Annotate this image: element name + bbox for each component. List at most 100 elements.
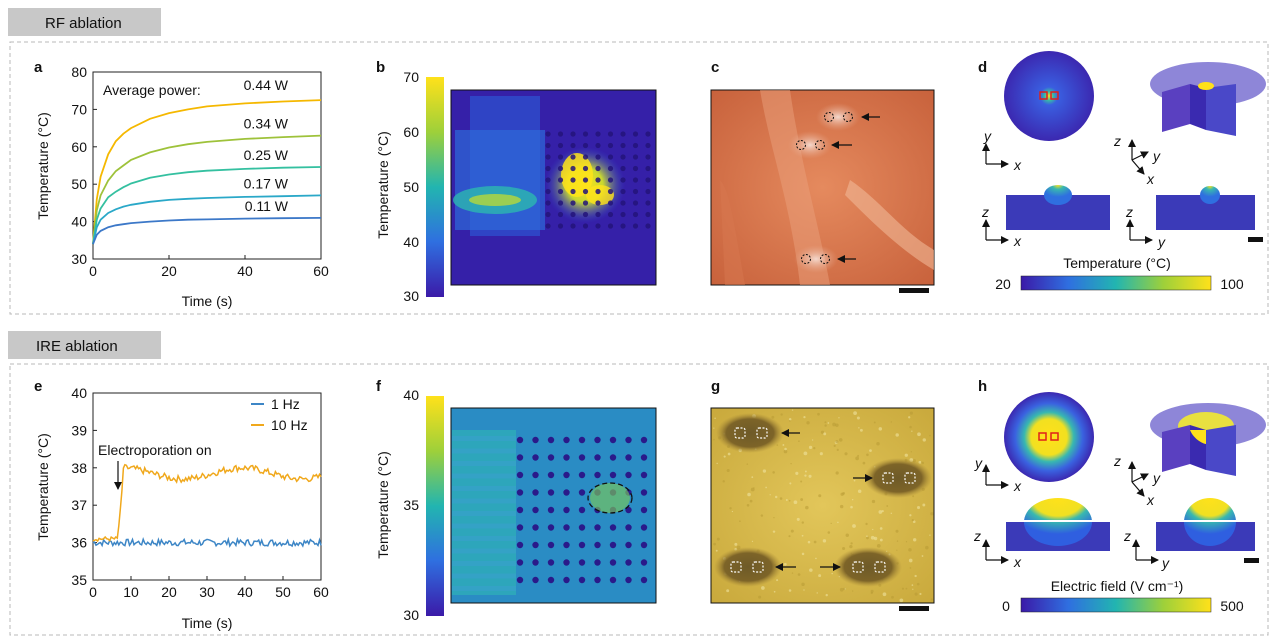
thermal-f-hole — [625, 454, 632, 461]
thermal-b-hole — [645, 223, 651, 229]
tissue-g-texture — [919, 592, 922, 596]
colorbar-h-min: 0 — [1002, 598, 1010, 614]
thermal-b-hole — [620, 154, 626, 160]
chart-a-xtick-label: 40 — [237, 263, 253, 279]
thermal-f-hole — [547, 524, 555, 531]
tissue-g-texture — [832, 422, 836, 427]
thermal-b-hole — [645, 211, 651, 218]
tissue-photo-g — [710, 407, 935, 611]
thermal-b-hole — [557, 188, 564, 195]
thermal-b-hole — [645, 200, 651, 206]
thermal-f-stripe — [452, 536, 516, 541]
tissue-g-texture — [929, 434, 931, 437]
axes-h-xy: y x — [974, 455, 1022, 494]
tissue-g-texture — [819, 452, 823, 456]
tissue-g-texture — [914, 592, 918, 596]
thermal-f-hole — [532, 506, 539, 514]
sim-h-yz-clip — [1155, 520, 1256, 522]
thermal-b-hole — [570, 211, 576, 218]
axes-h-yz: z y — [1123, 528, 1170, 571]
sim-d-electrode-2 — [1050, 91, 1059, 100]
thermal-b-hole — [582, 177, 589, 183]
tissue-g-texture — [850, 542, 853, 545]
sim-h-xz-clip — [1005, 520, 1111, 522]
tissue-g-texture — [842, 547, 846, 551]
thermal-f-hole — [640, 524, 648, 531]
tissue-g-texture — [801, 552, 805, 556]
thermal-b-hole — [645, 177, 651, 183]
thermal-f-hole — [594, 541, 601, 549]
chart-e-xtick-label: 0 — [89, 584, 97, 600]
thermal-b-hole — [545, 188, 551, 195]
tissue-g-texture — [716, 537, 720, 541]
panel-label-b: b — [376, 59, 385, 76]
colorbar-d-max: 100 — [1220, 276, 1244, 292]
tissue-g-texture — [852, 590, 854, 592]
svg-text:x: x — [1013, 233, 1022, 249]
thermal-f-hole — [516, 436, 524, 444]
sim-d-3d-hotspot — [1198, 82, 1214, 90]
thermal-b-hole — [570, 200, 576, 206]
tissue-c-sheen — [845, 180, 934, 270]
tissue-g-texture — [871, 499, 876, 504]
colorbar-d-label: Temperature (°C) — [1063, 255, 1171, 271]
thermal-b-hole — [570, 142, 576, 149]
tissue-g-texture — [930, 598, 933, 601]
colorbar-b-tick-30: 30 — [403, 288, 419, 304]
lesion-g-2 — [864, 458, 932, 498]
thermal-f-stripe — [452, 548, 516, 554]
chart-e-xtick-label: 30 — [199, 584, 215, 600]
colorbar-h-label: Electric field (V cm⁻¹) — [1051, 578, 1184, 594]
thermal-f-hole — [625, 471, 632, 479]
colorbar-f-tick-35: 35 — [403, 497, 419, 513]
thermal-b-hole — [557, 223, 564, 229]
tissue-g-texture — [762, 469, 767, 473]
tissue-g-texture — [870, 535, 875, 540]
chart-a-series-011 — [92, 217, 322, 245]
tissue-g-texture — [817, 412, 820, 416]
thermal-f-stripe — [452, 436, 516, 441]
thermal-f-hole — [516, 524, 524, 531]
thermal-f-hole — [578, 506, 586, 514]
thermal-b-hole — [570, 177, 576, 183]
tissue-g-texture — [890, 421, 892, 423]
thermal-f-hole — [594, 471, 601, 479]
thermal-b-warm-region — [455, 130, 545, 230]
thermal-f-hole — [547, 471, 555, 479]
tissue-g-texture — [914, 574, 917, 578]
thermal-f-hole — [640, 471, 648, 479]
thermal-f-hole — [563, 489, 570, 496]
tissue-g-texture — [716, 462, 718, 465]
thermal-b-hole — [595, 165, 601, 172]
tissue-g-texture — [839, 587, 844, 592]
thermal-b-hole — [645, 188, 651, 195]
thermal-f-hole — [609, 436, 617, 444]
tissue-g-texture — [925, 545, 929, 550]
thermal-b-hole — [570, 131, 576, 137]
tissue-g-texture — [813, 446, 816, 450]
tissue-g-texture — [779, 497, 783, 500]
tissue-g-texture — [873, 536, 878, 541]
thermal-f-hole — [609, 576, 617, 584]
chart-e-legend-label: 1 Hz — [271, 396, 300, 412]
thermal-b-hole — [645, 154, 651, 160]
thermal-f-hole — [625, 576, 632, 584]
tissue-g-texture — [805, 505, 809, 510]
tissue-g-texture — [858, 427, 860, 429]
svg-text:z: z — [1123, 528, 1131, 544]
thermal-f-hole — [547, 454, 555, 461]
electrode-marker-g — [752, 561, 764, 573]
tissue-g-texture — [842, 492, 845, 495]
thermal-f-hole — [516, 454, 524, 461]
tissue-g-texture — [798, 440, 800, 442]
chart-a-ytick-label: 50 — [71, 176, 87, 192]
tissue-g-texture — [776, 579, 779, 582]
chart-e-xlabel: Time (s) — [182, 615, 233, 631]
axes-d-xy: y x — [982, 128, 1022, 173]
thermal-f-hole — [563, 576, 570, 584]
tissue-g-texture — [876, 442, 880, 446]
chart-e-ytick-label: 40 — [71, 385, 87, 401]
tissue-g-texture — [713, 542, 717, 546]
colorbar-b-tick-60: 60 — [403, 124, 419, 140]
thermal-f-hole — [563, 436, 570, 444]
